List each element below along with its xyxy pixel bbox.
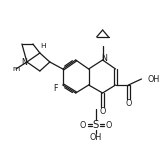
Text: H: H <box>40 43 46 49</box>
Text: F: F <box>53 84 58 93</box>
Text: O: O <box>80 121 86 129</box>
Text: S: S <box>92 120 99 130</box>
Text: OH: OH <box>147 75 160 84</box>
Text: OH: OH <box>89 134 102 142</box>
Text: m: m <box>12 66 20 72</box>
Text: O: O <box>105 121 112 129</box>
Text: N: N <box>21 58 27 67</box>
Text: O: O <box>125 99 132 108</box>
Text: N: N <box>102 54 108 62</box>
Text: O: O <box>99 108 106 116</box>
